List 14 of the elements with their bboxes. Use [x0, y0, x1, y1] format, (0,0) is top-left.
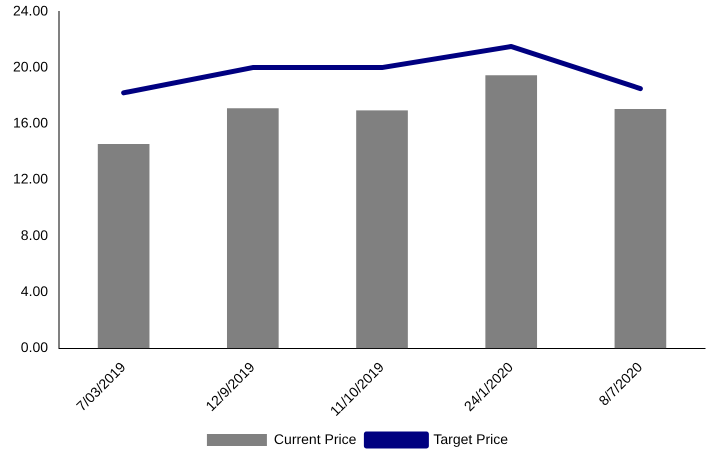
- y-tick-label: 16.00: [12, 114, 48, 131]
- y-tick-label: 20.00: [12, 58, 48, 74]
- y-tick-label: 8.00: [20, 226, 48, 243]
- y-tick-label: 24.00: [12, 2, 48, 18]
- y-tick-label: 0.00: [20, 339, 48, 356]
- bar: [98, 144, 150, 348]
- bar: [485, 75, 538, 348]
- y-tick-label: 4.00: [20, 283, 48, 300]
- bar: [356, 110, 408, 348]
- bar: [226, 108, 279, 348]
- bar: [614, 108, 666, 348]
- legend-label: Target Price: [433, 430, 508, 447]
- legend-label: Current Price: [274, 430, 357, 447]
- y-tick-label: 12.00: [12, 170, 48, 187]
